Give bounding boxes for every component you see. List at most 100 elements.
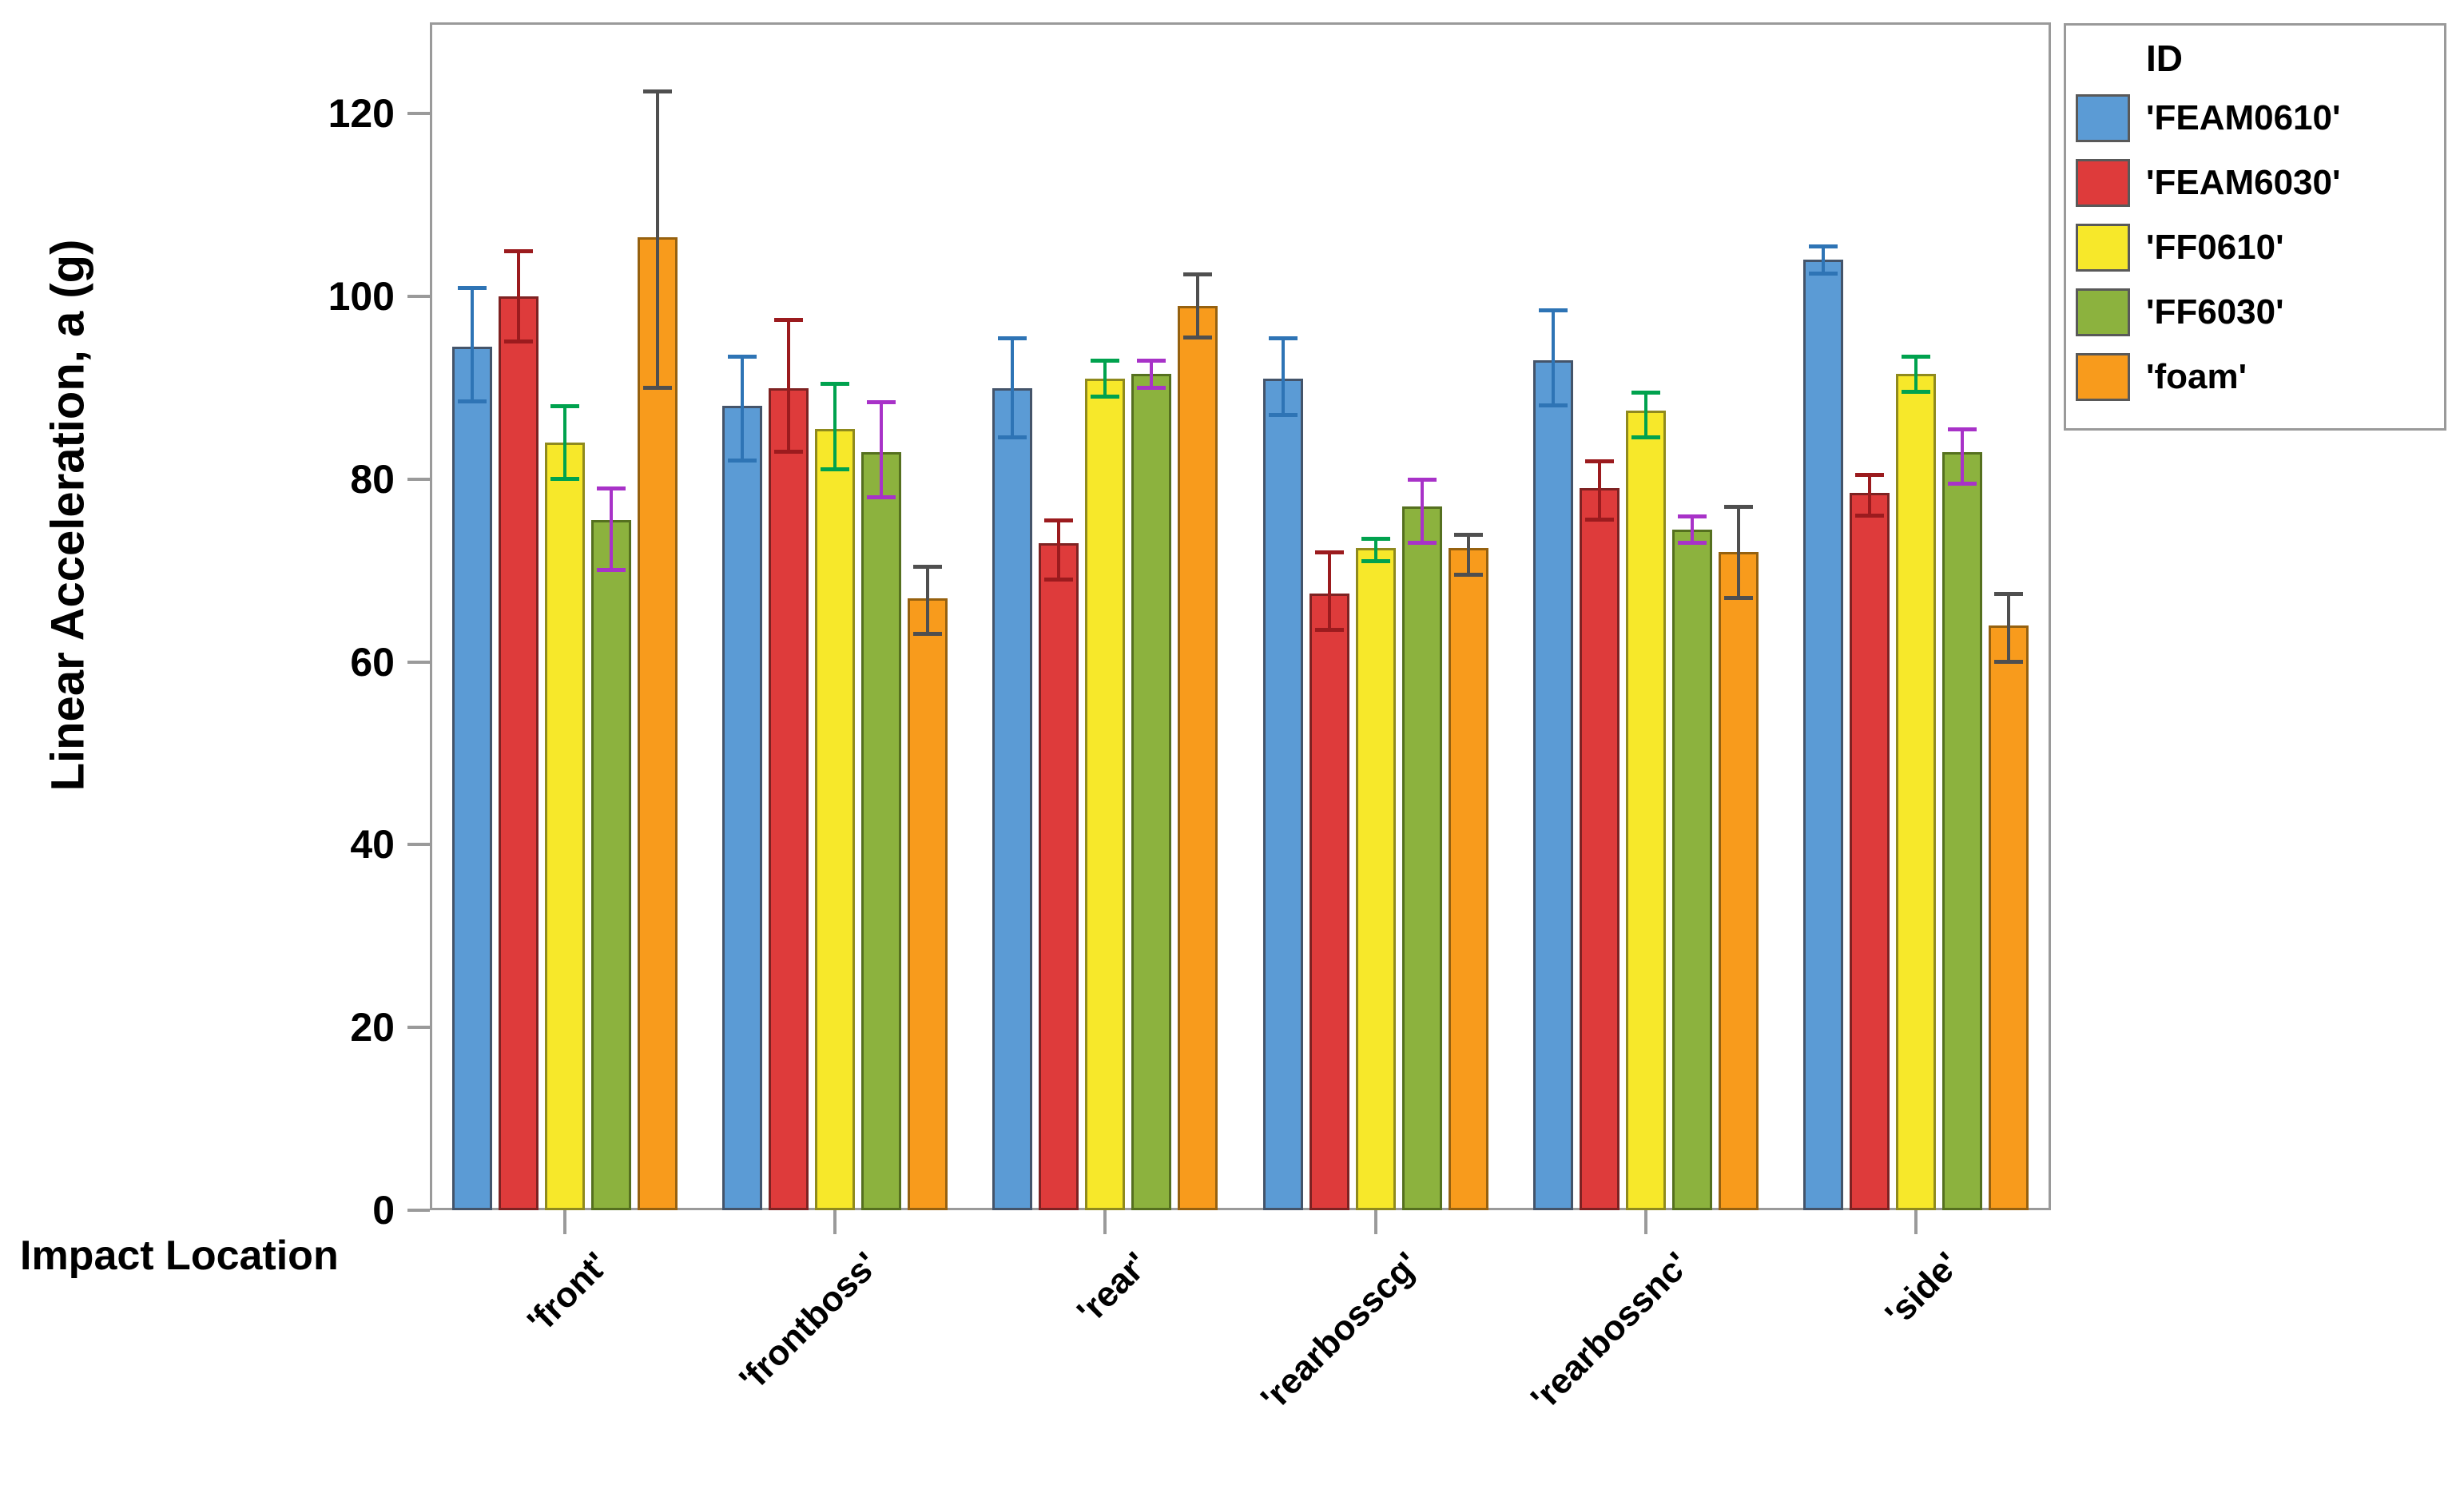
bar-FF6030-2: [1131, 374, 1172, 1210]
x-tick-mark: [1103, 1210, 1107, 1234]
y-tick-mark: [407, 660, 430, 664]
y-tick-label: 40: [350, 822, 395, 868]
error-bar-cap-bottom: [597, 568, 626, 573]
bar-FEAM6030-2: [1039, 542, 1079, 1210]
y-tick-mark: [407, 112, 430, 116]
bar-FEAM6030-0: [499, 296, 539, 1210]
error-bar-stem: [1011, 337, 1015, 439]
plot-area: [430, 22, 2051, 1210]
error-bar-cap-top: [1723, 505, 1753, 510]
bar-foam-2: [1178, 305, 1218, 1210]
error-bar-cap-bottom: [1947, 481, 1977, 486]
x-axis-title: Impact Location: [20, 1233, 339, 1279]
error-bar-cap-top: [1407, 477, 1437, 482]
error-bar-cap-bottom: [867, 494, 896, 499]
y-tick-label: 0: [372, 1188, 395, 1233]
y-tick-label: 100: [328, 274, 395, 320]
error-bar-cap-bottom: [1901, 390, 1930, 395]
y-tick-label: 80: [350, 456, 395, 502]
error-bar-cap-bottom: [1723, 595, 1753, 600]
error-bar-cap-bottom: [821, 467, 850, 472]
bar-foam-1: [908, 598, 948, 1210]
x-tick-mark: [1914, 1210, 1918, 1234]
x-category-label: 'side': [1878, 1245, 1967, 1335]
error-bar-cap-top: [1137, 359, 1166, 363]
error-bar-stem: [1643, 392, 1647, 439]
error-bar-stem: [1150, 360, 1154, 388]
error-bar-cap-top: [821, 381, 850, 386]
error-bar-stem: [1736, 506, 1740, 598]
error-bar-cap-top: [774, 317, 804, 322]
bar-FEAM0610-4: [1532, 360, 1573, 1210]
bar-foam-0: [638, 236, 678, 1210]
legend-swatch-FEAM6030: [2076, 159, 2130, 207]
error-bar-cap-top: [1268, 336, 1298, 340]
error-bar-cap-top: [1361, 537, 1390, 542]
legend-label-FEAM6030: 'FEAM6030': [2146, 163, 2341, 202]
error-bar-cap-bottom: [458, 399, 487, 403]
bar-FEAM6030-4: [1579, 488, 1619, 1210]
error-bar-cap-bottom: [550, 476, 580, 481]
bar-FEAM0610-5: [1802, 260, 1843, 1210]
error-bar-stem: [1057, 520, 1061, 580]
error-bar-cap-top: [1584, 459, 1614, 464]
error-bar-cap-bottom: [1314, 627, 1344, 632]
error-bar-stem: [1327, 552, 1331, 630]
error-bar-cap-top: [1854, 473, 1884, 478]
x-category-label: 'rearbossnc': [1523, 1245, 1697, 1419]
error-bar-stem: [833, 383, 837, 471]
error-bar-cap-bottom: [998, 435, 1027, 440]
legend-label-FF6030: 'FF6030': [2146, 292, 2284, 332]
bar-FEAM0610-1: [722, 406, 763, 1210]
error-bar-stem: [1551, 310, 1555, 407]
error-bar-cap-top: [458, 285, 487, 290]
error-bar-cap-top: [1631, 391, 1660, 395]
bar-FF0610-4: [1625, 411, 1666, 1210]
error-bar-cap-top: [1314, 550, 1344, 555]
y-tick-mark: [407, 295, 430, 299]
y-tick-mark: [407, 477, 430, 481]
error-bar-cap-top: [1453, 532, 1483, 537]
error-bar-cap-top: [643, 89, 673, 93]
error-bar-cap-top: [1044, 518, 1074, 523]
bar-FEAM6030-1: [769, 387, 809, 1210]
error-bar-cap-bottom: [1538, 403, 1568, 408]
legend-swatch-FF0610: [2076, 224, 2130, 272]
error-bar-stem: [1960, 429, 1964, 484]
error-bar-cap-bottom: [1453, 573, 1483, 578]
error-bar-cap-top: [1947, 427, 1977, 431]
bar-FEAM0610-0: [452, 347, 493, 1210]
error-bar-cap-top: [550, 404, 580, 409]
bar-FEAM6030-3: [1309, 593, 1349, 1210]
error-bar-stem: [1821, 246, 1825, 274]
error-bar-cap-bottom: [774, 449, 804, 454]
bar-foam-5: [1988, 625, 2029, 1210]
y-tick-label: 60: [350, 639, 395, 685]
error-bar-stem: [1281, 337, 1285, 415]
bar-FF6030-5: [1941, 451, 1982, 1210]
error-bar-cap-top: [998, 336, 1027, 340]
error-bar-stem: [563, 406, 567, 479]
y-tick-label: 120: [328, 91, 395, 137]
error-bar-cap-bottom: [1183, 335, 1213, 339]
x-tick-mark: [1373, 1210, 1377, 1234]
error-bar-cap-bottom: [1993, 659, 2023, 664]
error-bar-cap-bottom: [728, 459, 757, 463]
error-bar-cap-bottom: [1137, 385, 1166, 390]
error-bar-stem: [1690, 515, 1694, 543]
legend-label-FF0610: 'FF0610': [2146, 228, 2284, 267]
error-bar-stem: [1373, 538, 1377, 562]
error-bar-stem: [517, 250, 521, 343]
error-bar-cap-bottom: [1361, 558, 1390, 563]
error-bar-cap-bottom: [643, 385, 673, 390]
bar-FF0610-3: [1355, 547, 1396, 1210]
bar-FEAM0610-3: [1262, 379, 1303, 1210]
bar-FF0610-2: [1085, 379, 1126, 1210]
error-bar-cap-top: [867, 399, 896, 404]
error-bar-stem: [926, 566, 930, 635]
error-bar-cap-bottom: [1407, 540, 1437, 545]
error-bar-cap-bottom: [1631, 435, 1660, 440]
y-tick-mark: [407, 1026, 430, 1030]
error-bar-stem: [1420, 478, 1424, 543]
